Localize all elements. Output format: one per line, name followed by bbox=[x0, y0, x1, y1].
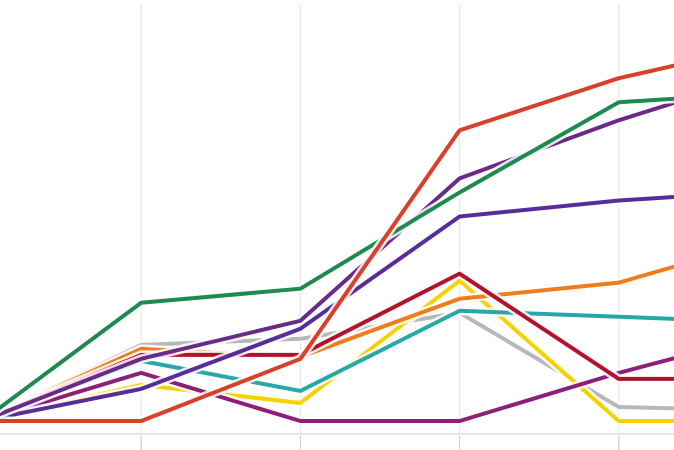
series-10-line bbox=[0, 63, 674, 423]
series-5-line bbox=[0, 264, 674, 416]
series-lines bbox=[0, 61, 674, 426]
series-7-line bbox=[0, 194, 674, 420]
series-4-line bbox=[0, 356, 674, 423]
x-axis bbox=[0, 433, 674, 450]
